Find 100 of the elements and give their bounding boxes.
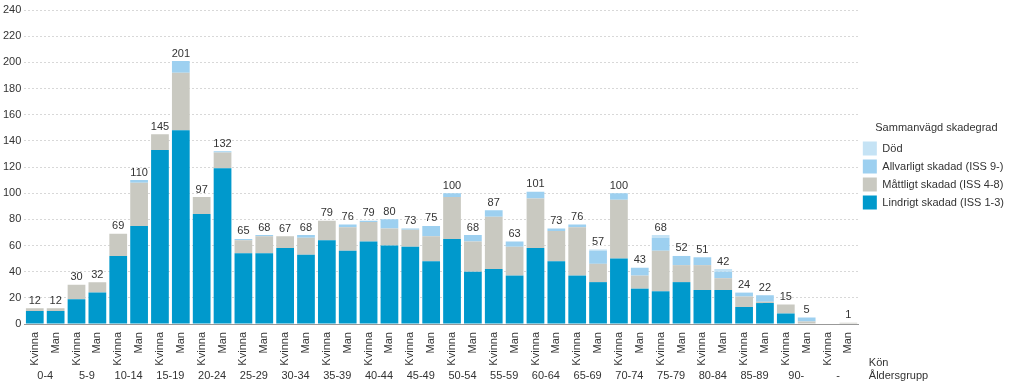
- text: 10-14: [114, 369, 143, 382]
- x-axis-title: Kön: [868, 356, 889, 369]
- x-tick-label: Kvinna: [445, 331, 458, 366]
- x-tick-label: Man: [799, 332, 812, 354]
- total-label: 57: [591, 234, 605, 247]
- legend-title: Sammanvägd skadegrad: [875, 120, 998, 133]
- total-label: 100: [442, 178, 462, 191]
- x-tick-label: Man: [757, 332, 770, 354]
- y-tick-label: 100: [2, 186, 22, 199]
- total-label: 30: [70, 270, 83, 283]
- x-tick-label: Kvinna: [653, 331, 666, 366]
- y-tick-label: 140: [2, 133, 22, 146]
- text: 85-89: [740, 369, 769, 382]
- total-label: 5: [803, 302, 810, 315]
- text: 80-84: [698, 369, 727, 382]
- total-label: 79: [320, 206, 333, 219]
- total-label: 63: [508, 227, 521, 240]
- total-label: 100: [609, 178, 629, 191]
- x-tick-label: Man: [132, 332, 145, 354]
- total-label: 52: [675, 241, 688, 254]
- x-tick-label: Man: [340, 332, 353, 354]
- x-tick-label: Man: [299, 332, 312, 354]
- total-label: 43: [633, 253, 646, 266]
- text: 90-: [788, 369, 805, 382]
- total-label: 68: [654, 220, 667, 233]
- x-tick-label: Kvinna: [69, 331, 82, 366]
- x-tick-label: Kvinna: [319, 331, 332, 366]
- x-tick-label: Man: [841, 332, 854, 354]
- x-tick-label: Kvinna: [695, 331, 708, 366]
- x-tick-label: Kvinna: [820, 331, 833, 366]
- text: 30-34: [281, 369, 310, 382]
- y-tick-label: 180: [2, 81, 22, 94]
- y-tick-label: 40: [9, 264, 22, 277]
- total-label: 12: [28, 293, 41, 306]
- y-tick-label: 240: [2, 3, 22, 16]
- x-tick-label: Man: [215, 332, 228, 354]
- total-label: 65: [237, 224, 250, 237]
- total-label: 42: [717, 254, 730, 267]
- x-tick-label: Kvinna: [611, 331, 624, 366]
- y-tick-label: 80: [9, 212, 22, 225]
- total-label: 73: [404, 214, 417, 227]
- total-label: 201: [171, 46, 190, 59]
- total-label: 24: [737, 278, 751, 291]
- total-label: 145: [150, 119, 170, 132]
- x-tick-label: Kvinna: [486, 331, 499, 366]
- total-label: 51: [696, 242, 709, 255]
- text: 50-54: [448, 369, 477, 382]
- x-tick-label: Kvinna: [111, 331, 124, 366]
- x-tick-label: Kvinna: [737, 331, 750, 366]
- y-tick-label: 200: [2, 55, 22, 68]
- total-label: 67: [279, 221, 292, 234]
- x-tick-label: Kvinna: [152, 331, 165, 366]
- text: 45-49: [406, 369, 435, 382]
- legend-label: Död: [882, 141, 903, 154]
- legend-label: Måttligt skadad (ISS 4-8): [882, 177, 1004, 190]
- x-tick-label: Kvinna: [236, 331, 249, 366]
- x-tick-label: Man: [173, 332, 186, 354]
- total-label: 12: [49, 293, 62, 306]
- x-tick-label: Kvinna: [528, 331, 541, 366]
- text: 70-74: [615, 369, 644, 382]
- x-tick-label: Man: [716, 332, 729, 354]
- y-tick-label: 160: [2, 107, 22, 120]
- y-tick-label: 0: [15, 317, 22, 330]
- total-label: 73: [550, 214, 563, 227]
- x-tick-label: Man: [465, 332, 478, 354]
- x-tick-label: Kvinna: [27, 331, 40, 366]
- text: 0-4: [37, 369, 54, 382]
- y-tick-label: 220: [2, 29, 22, 42]
- total-label: 87: [487, 195, 500, 208]
- text: 60-64: [531, 369, 560, 382]
- total-label: 68: [466, 220, 480, 233]
- text: Åldersgrupp: [868, 369, 929, 382]
- total-label: 79: [362, 206, 375, 219]
- x-tick-label: Man: [632, 332, 645, 354]
- total-label: 22: [758, 280, 772, 293]
- total-label: 110: [130, 165, 148, 178]
- total-label: 1: [845, 308, 852, 321]
- x-tick-label: Man: [257, 332, 270, 354]
- text: 55-59: [490, 369, 519, 382]
- total-label: 80: [383, 204, 396, 217]
- x-tick-label: Man: [424, 332, 437, 354]
- x-tick-label: Man: [674, 332, 687, 354]
- x-tick-label: Kvinna: [194, 331, 207, 366]
- x-tick-label: Man: [591, 332, 604, 354]
- total-label: 75: [425, 211, 438, 224]
- x-tick-label: Man: [549, 332, 562, 354]
- text: 25-29: [239, 369, 268, 382]
- total-label: 97: [195, 182, 208, 195]
- text: 35-39: [323, 369, 352, 382]
- x-tick-label: Kvinna: [361, 331, 374, 366]
- x-tick-label: Kvinna: [403, 331, 416, 366]
- text: 15-19: [156, 369, 185, 382]
- x-tick-label: Kvinna: [278, 331, 291, 366]
- total-label: 101: [526, 177, 545, 190]
- legend-label: Lindrigt skadad (ISS 1-3): [882, 195, 1004, 208]
- x-tick-label: Kvinna: [778, 331, 791, 366]
- total-label: 76: [571, 210, 584, 223]
- total-label: 76: [341, 210, 354, 223]
- y-tick-label: 20: [9, 290, 22, 303]
- total-label: 68: [258, 220, 271, 233]
